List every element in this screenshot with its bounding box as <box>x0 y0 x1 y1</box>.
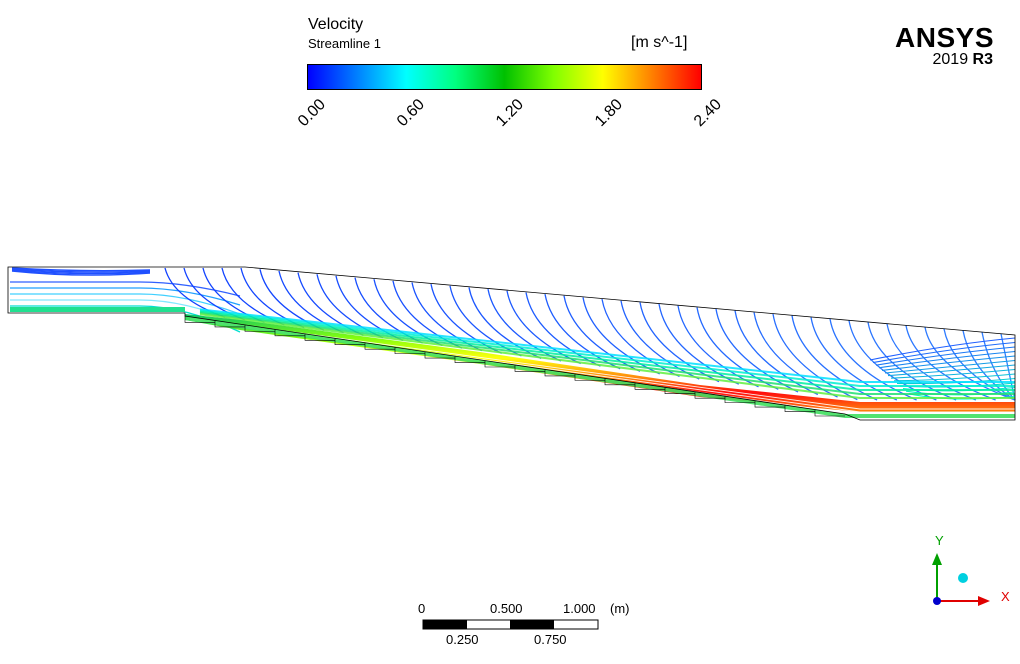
outlet-streamline <box>878 350 1016 369</box>
high-velocity-jet <box>185 314 1015 412</box>
descending-streamline <box>430 284 502 354</box>
descending-streamline <box>848 320 937 401</box>
recirculation-streamline <box>11 268 151 273</box>
descending-streamline <box>791 315 878 401</box>
spillway-step <box>454 356 485 363</box>
near-bed-streamline <box>189 317 1015 410</box>
z-axis-dot-icon <box>933 597 941 605</box>
spillway-step <box>424 351 455 359</box>
spillway-steps <box>184 316 845 417</box>
spillway-step <box>214 320 245 328</box>
spillway-step <box>784 405 815 412</box>
spillway-step <box>364 342 395 350</box>
descending-streamline <box>468 287 542 360</box>
scale-label-0: 0 <box>418 601 426 616</box>
descending-streamline <box>506 290 581 365</box>
recirculation-streamline <box>11 270 151 276</box>
descending-streamline <box>449 285 522 357</box>
version-label: 2019 R3 <box>933 51 994 69</box>
velocity-layer-line <box>199 308 1015 383</box>
spillway-step <box>394 347 425 354</box>
outlet-streamline <box>890 368 1016 379</box>
spillway-step <box>304 333 335 341</box>
descending-streamline <box>525 292 601 367</box>
legend-subtitle: Streamline 1 <box>308 36 381 51</box>
spillway-step <box>184 316 215 323</box>
inlet-streamline <box>10 281 241 297</box>
scale-unit: (m) <box>610 601 630 616</box>
recirculation-streamline <box>11 267 151 272</box>
ansys-logo: ANSYS <box>895 22 994 53</box>
inlet-streamline <box>10 293 241 315</box>
spillway-step <box>634 382 665 390</box>
x-axis-label: X <box>1001 589 1010 604</box>
legend-title: Velocity <box>308 16 364 33</box>
outlet-streamline <box>881 355 1016 371</box>
outlet-streamline <box>887 364 1016 377</box>
outlet-streamline <box>884 359 1016 374</box>
recirculation-streamline <box>11 269 151 275</box>
scale-label-1000: 1.000 <box>563 601 596 616</box>
spillway-step <box>484 360 515 368</box>
y-axis-label: Y <box>935 533 944 548</box>
version-release: R3 <box>972 51 993 68</box>
velocity-layer-line <box>199 310 1015 391</box>
x-axis-arrow-icon <box>978 596 990 606</box>
version-year: 2019 <box>932 51 969 68</box>
outlet-streamline <box>893 373 1016 382</box>
spillway-step <box>514 365 545 372</box>
spillway-step <box>694 391 725 399</box>
spillway-step <box>274 329 305 337</box>
descending-streamline <box>905 325 996 401</box>
spillway-step <box>334 338 365 346</box>
y-axis-arrow-icon <box>932 553 942 565</box>
descending-streamline <box>829 318 917 401</box>
spillway-step <box>724 396 755 403</box>
spillway-step <box>814 409 845 417</box>
descending-streamline <box>867 322 957 401</box>
scale-label-0750: 0.750 <box>534 632 567 647</box>
descending-streamline <box>487 289 562 362</box>
spillway-step <box>754 400 785 408</box>
spillway-step <box>574 373 605 381</box>
spillway-step <box>244 324 275 332</box>
spillway-step <box>544 369 575 377</box>
velocity-layer-line <box>199 309 1015 387</box>
spillway-step <box>604 378 635 386</box>
outlet-streamline <box>875 346 1016 366</box>
view-sphere-icon <box>958 573 968 583</box>
scale-label-0500: 0.500 <box>490 601 523 616</box>
inlet-flow-layer <box>10 307 185 312</box>
spillway-domain-outline <box>7 266 1016 421</box>
scale-label-0250: 0.250 <box>446 632 479 647</box>
colorbar <box>307 64 702 90</box>
velocity-layer-line <box>199 312 1015 395</box>
outlet-streamline <box>872 341 1016 364</box>
velocity-layer-line <box>199 313 1015 399</box>
spillway-step <box>664 387 695 395</box>
descending-streamline <box>886 323 977 401</box>
legend-unit: [m s^-1] <box>631 34 688 51</box>
descending-streamline <box>810 317 898 401</box>
outlet-streamline <box>869 337 1016 361</box>
